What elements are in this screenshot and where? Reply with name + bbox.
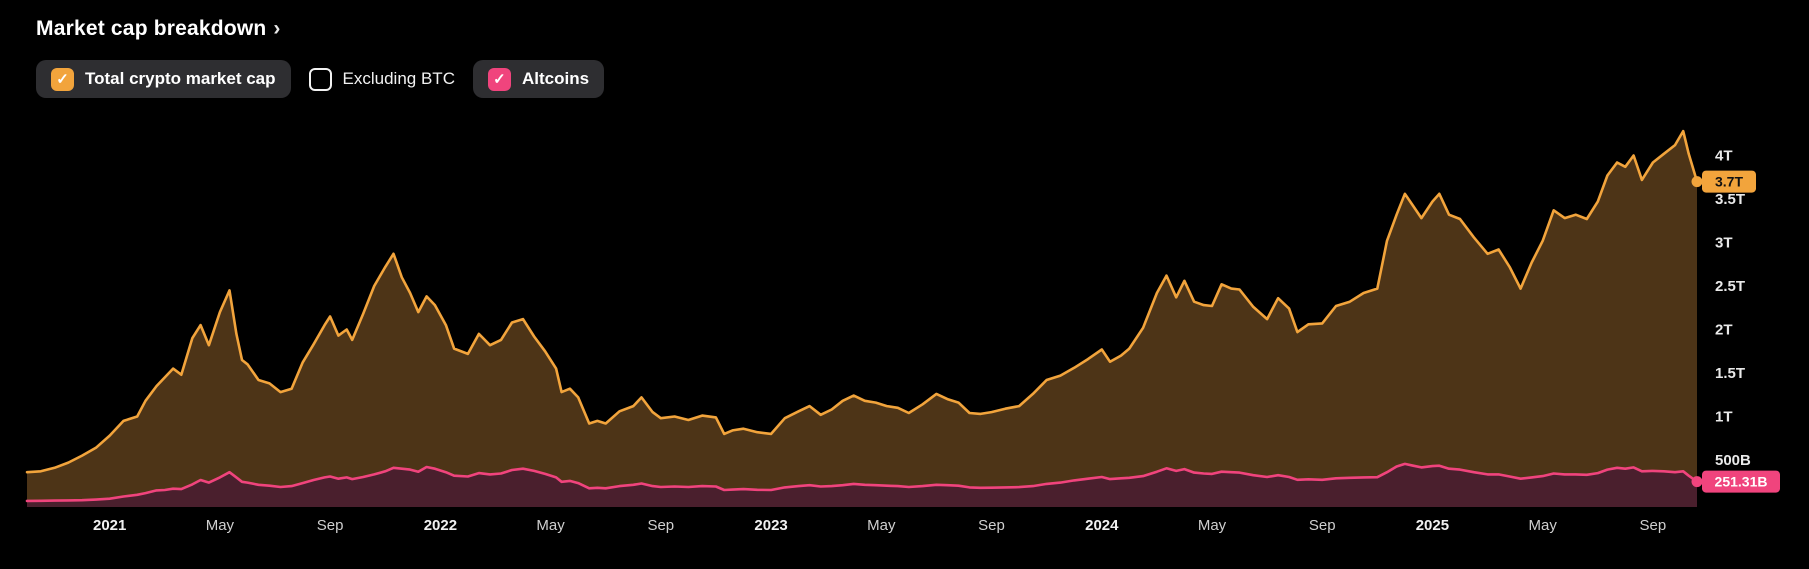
- x-tick-label-May: May: [867, 517, 896, 534]
- total-market-cap-line: [25, 129, 1699, 474]
- altcoins-line: [25, 462, 1699, 503]
- x-tick-label-Sep: Sep: [647, 517, 674, 534]
- x-tick-label-May: May: [1529, 517, 1558, 534]
- y-tick-label: 500B: [1715, 452, 1751, 469]
- market-cap-breakdown-link[interactable]: Market cap breakdown ›: [36, 17, 280, 41]
- legend: ✓ Total crypto market cap Excluding BTC …: [36, 60, 605, 98]
- x-tick-label-May: May: [1198, 517, 1227, 534]
- x-tick-label-Sep: Sep: [978, 517, 1005, 534]
- toggle-total-crypto-market-cap[interactable]: ✓ Total crypto market cap: [36, 60, 291, 98]
- x-tick-label-Sep: Sep: [1640, 517, 1667, 534]
- y-tick-label: 2.5T: [1715, 278, 1745, 295]
- legend-label-excluding-btc: Excluding BTC: [342, 69, 455, 88]
- toggle-excluding-btc[interactable]: Excluding BTC: [308, 60, 455, 98]
- legend-label-total: Total crypto market cap: [85, 69, 276, 88]
- y-tick-label: 1T: [1715, 409, 1733, 426]
- x-tick-label-Sep: Sep: [317, 517, 344, 534]
- y-tick-label: 1.5T: [1715, 365, 1745, 382]
- x-tick-label-2021: 2021: [93, 517, 126, 534]
- current-value-dot: [1691, 176, 1703, 188]
- toggle-altcoins[interactable]: ✓ Altcoins: [472, 60, 605, 98]
- chevron-right-icon: ›: [273, 17, 281, 40]
- legend-label-altcoins: Altcoins: [521, 69, 590, 88]
- y-tick-label: 3T: [1715, 235, 1733, 252]
- y-tick-label: 2T: [1715, 322, 1733, 339]
- y-tick-label: 3.5T: [1715, 191, 1745, 208]
- current-value-label: 3.7T: [1715, 174, 1743, 190]
- x-tick-label-2025: 2025: [1416, 517, 1449, 534]
- page-title: Market cap breakdown: [36, 17, 267, 40]
- total-market-cap-area: [27, 131, 1697, 507]
- x-tick-label-May: May: [536, 517, 565, 534]
- x-tick-label-2022: 2022: [424, 517, 457, 534]
- x-tick-label-2023: 2023: [754, 517, 787, 534]
- x-tick-label-2024: 2024: [1085, 517, 1119, 534]
- current-value-dot: [1691, 476, 1703, 488]
- x-tick-label-Sep: Sep: [1309, 517, 1336, 534]
- y-tick-label: 4T: [1715, 148, 1733, 165]
- checkbox-checked-icon[interactable]: ✓: [487, 67, 511, 91]
- current-value-badge: [1702, 170, 1756, 193]
- x-tick-label-May: May: [206, 517, 235, 534]
- checkbox-checked-icon[interactable]: ✓: [51, 67, 74, 91]
- checkbox-unchecked-icon[interactable]: [308, 67, 332, 91]
- current-value-badge: [1702, 470, 1780, 493]
- current-value-label: 251.31B: [1715, 474, 1768, 490]
